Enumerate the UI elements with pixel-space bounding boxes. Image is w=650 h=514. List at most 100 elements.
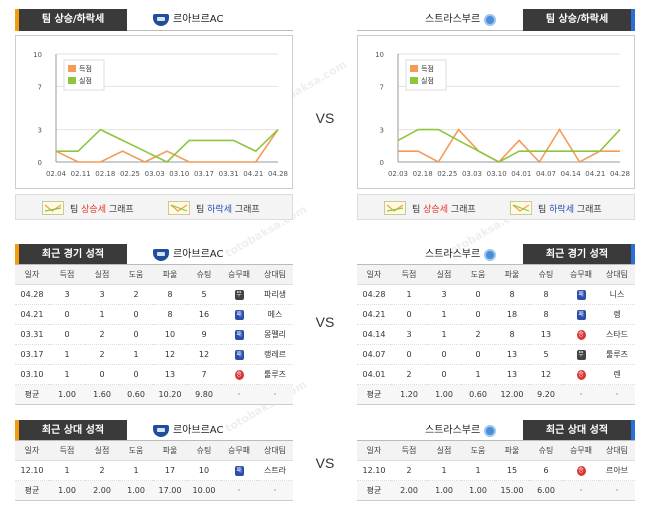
- y-tick-label: 10: [33, 51, 42, 59]
- column-header: 파울: [153, 264, 187, 285]
- table-cell: 10: [187, 460, 221, 481]
- average-cell: ·: [221, 480, 257, 501]
- table-cell: 5: [529, 344, 563, 365]
- table-cell: 0: [461, 304, 495, 325]
- table-cell: 3: [49, 284, 85, 305]
- strasbourg-logo-icon: [484, 249, 497, 261]
- x-tick-label: 04.28: [268, 170, 288, 178]
- right-recent-header: 스트라스부르 최근 경기 성적: [357, 244, 635, 266]
- uptrend-icon: [42, 201, 64, 215]
- average-cell: ·: [599, 480, 635, 501]
- right-h2h-header: 스트라스부르 최근 상대 성적: [357, 420, 635, 442]
- result-cell: 승: [563, 364, 599, 385]
- right-trend-chart-svg: 0 3 7 10 02.03 02.18 02.25 03.03 03.10 04.01 04.07…: [375, 51, 630, 178]
- result-badge: 패: [234, 310, 244, 320]
- table-cell: 12: [529, 364, 563, 385]
- table-row: 03.17 1 2 1 12 12 패 랭레르: [15, 344, 293, 365]
- left-team-name: 르아브르AC: [153, 244, 223, 266]
- x-tick-label: 04.21: [243, 170, 263, 178]
- table-cell: 12.10: [15, 460, 49, 481]
- average-cell: 0.60: [119, 384, 153, 405]
- x-tick-label: 04.07: [536, 170, 556, 178]
- table-row: 04.07 0 0 0 13 5 무 툴루즈: [357, 344, 635, 365]
- x-tick-label: 03.17: [194, 170, 214, 178]
- table-cell: 8: [495, 284, 529, 305]
- table-cell: 04.01: [357, 364, 391, 385]
- series-line: [56, 128, 279, 163]
- result-badge: 패: [234, 330, 244, 340]
- column-header: 일자: [15, 440, 49, 461]
- table-cell: 5: [187, 284, 221, 305]
- x-tick-label: 02.25: [120, 170, 140, 178]
- table-cell: 0: [391, 304, 427, 325]
- legend-downtrend: 팀 하락세 그래프: [510, 200, 602, 216]
- vs-label: VS: [315, 314, 335, 330]
- table-cell: 3: [427, 284, 461, 305]
- table-cell: 2: [391, 460, 427, 481]
- x-tick-label: 02.25: [437, 170, 457, 178]
- table-cell: 13: [153, 364, 187, 385]
- y-tick-label: 7: [380, 83, 384, 91]
- right-trend-header: 스트라스부르 팀 상승/하락세: [357, 9, 635, 31]
- legend-text: 팀 하락세 그래프: [196, 204, 260, 215]
- left-recent-header: 최근 경기 성적 르아브르AC: [15, 244, 293, 266]
- table-cell: 04.14: [357, 324, 391, 345]
- header-underline: [357, 30, 523, 31]
- legend-label: 실점: [421, 76, 434, 85]
- legend-uptrend: 팀 상승세 그래프: [42, 200, 134, 216]
- downtrend-icon: [510, 201, 532, 215]
- downtrend-icon: [168, 201, 190, 215]
- legend-swatch: [68, 65, 76, 72]
- table-cell: 13: [529, 324, 563, 345]
- x-tick-label: 02.04: [46, 170, 67, 178]
- right-team-name: 스트라스부르: [425, 9, 497, 31]
- table-cell: 0: [427, 344, 461, 365]
- column-header: 파울: [495, 440, 529, 461]
- table-cell: 몽펠리: [257, 324, 293, 345]
- column-header: 도움: [119, 264, 153, 285]
- result-cell: 무: [221, 284, 257, 305]
- legend-text: 팀 하락세 그래프: [538, 204, 602, 215]
- table-cell: 툴루즈: [599, 344, 635, 365]
- average-cell: ·: [257, 384, 293, 405]
- left-trend-header: 팀 상승/하락세 르아브르AC: [15, 9, 293, 31]
- result-cell: 패: [221, 324, 257, 345]
- team-name-text: 르아브르AC: [173, 425, 224, 436]
- column-header: 득점: [49, 440, 85, 461]
- average-cell: 1.20: [391, 384, 427, 405]
- average-cell: 9.20: [529, 384, 563, 405]
- table-cell: 0: [461, 284, 495, 305]
- average-cell: 17.00: [153, 480, 187, 501]
- result-badge: 승: [576, 330, 586, 340]
- average-cell: 1.00: [119, 480, 153, 501]
- column-header: 승무패: [221, 440, 257, 461]
- left-recent-table: 일자 득점 실점 도움 파울 슈팅 승무패 상대팀 04.28 3 3 2 8 5 무 파리생 04.21 0 1 0…: [15, 264, 293, 405]
- right-recent-title: 최근 경기 성적: [523, 244, 631, 266]
- legend-text: 팀 상승세 그래프: [70, 204, 134, 215]
- table-cell: 1: [427, 324, 461, 345]
- table-row: 04.21 0 1 0 18 8 패 렝: [357, 304, 635, 325]
- table-cell: 0: [119, 324, 153, 345]
- result-cell: 승: [563, 460, 599, 481]
- average-cell: 15.00: [495, 480, 529, 501]
- column-header: 도움: [461, 264, 495, 285]
- average-cell: 평균: [15, 480, 49, 501]
- x-tick-label: 03.03: [145, 170, 165, 178]
- table-cell: 0: [119, 364, 153, 385]
- table-cell: 3: [85, 284, 119, 305]
- column-header: 일자: [357, 264, 391, 285]
- table-row: 04.01 2 0 1 13 12 승 렌: [357, 364, 635, 385]
- column-header: 상대팀: [257, 440, 293, 461]
- vs-label: VS: [315, 110, 335, 126]
- table-cell: 13: [495, 344, 529, 365]
- column-header: 실점: [427, 264, 461, 285]
- table-row: 04.28 3 3 2 8 5 무 파리생: [15, 284, 293, 305]
- average-cell: 0.60: [461, 384, 495, 405]
- y-tick-label: 7: [38, 83, 42, 91]
- table-row: 04.21 0 1 0 8 16 패 메스: [15, 304, 293, 325]
- table-cell: 0: [461, 344, 495, 365]
- column-header: 도움: [119, 440, 153, 461]
- table-cell: 파리생: [257, 284, 293, 305]
- column-header: 일자: [357, 440, 391, 461]
- table-row: 03.31 0 2 0 10 9 패 몽펠리: [15, 324, 293, 345]
